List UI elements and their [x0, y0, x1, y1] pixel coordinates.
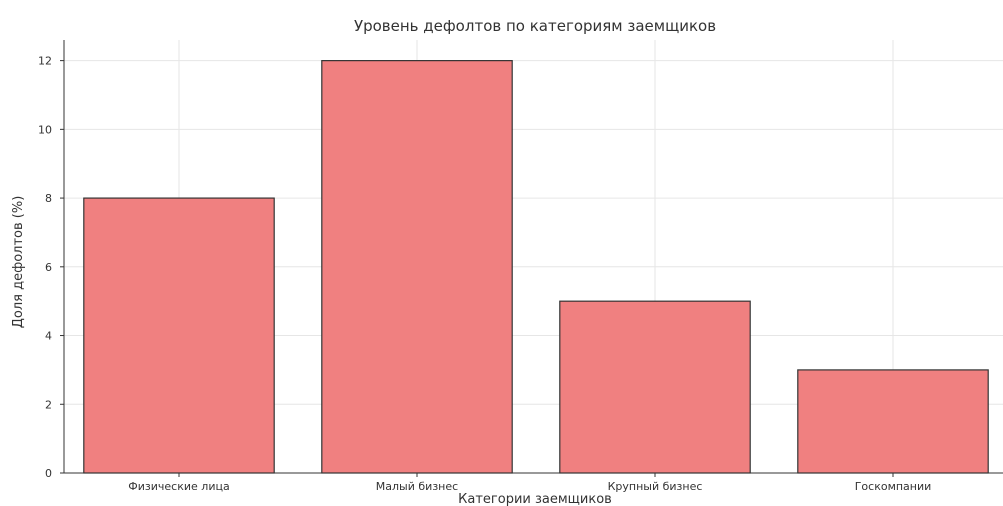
chart-title: Уровень дефолтов по категориям заемщиков	[354, 17, 716, 35]
y-axis-title: Доля дефолтов (%)	[11, 196, 26, 329]
y-tick-label: 2	[45, 398, 52, 411]
bar-1	[83, 197, 275, 474]
y-tick-label: 6	[45, 261, 52, 274]
x-tick-label: Госкомпании	[855, 480, 932, 493]
bar-2	[321, 60, 513, 474]
y-tick-label: 4	[45, 330, 52, 343]
y-tick-label: 10	[38, 123, 52, 136]
x-ticks: Физические лица Малый бизнес Крупный бизне…	[128, 473, 931, 493]
y-tick-label: 12	[38, 55, 52, 68]
x-tick-label: Малый бизнес	[376, 480, 458, 493]
bars	[83, 60, 989, 474]
y-ticks: 0 2 4 6 8 10 12	[38, 55, 64, 480]
y-tick-label: 0	[45, 467, 52, 480]
x-tick-label: Крупный бизнес	[608, 480, 703, 493]
axes	[63, 40, 1003, 474]
x-axis-title: Категории заемщиков	[458, 492, 612, 506]
bar-3	[559, 300, 751, 474]
bar-4	[797, 369, 989, 474]
y-tick-label: 8	[45, 192, 52, 205]
x-tick-label: Физические лица	[128, 480, 229, 493]
